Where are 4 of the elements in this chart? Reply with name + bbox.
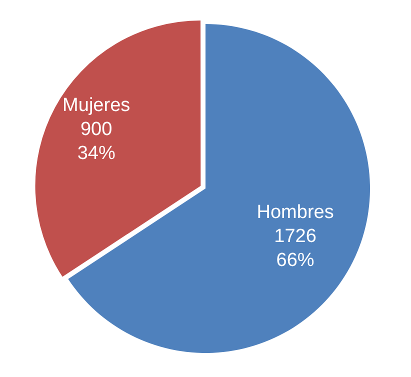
data-label: 900 34% bbox=[77, 118, 116, 164]
data-label: 1726 66% bbox=[274, 226, 316, 272]
slice-label: Mujeres bbox=[62, 94, 130, 116]
slice-label: Hombres bbox=[256, 202, 334, 224]
